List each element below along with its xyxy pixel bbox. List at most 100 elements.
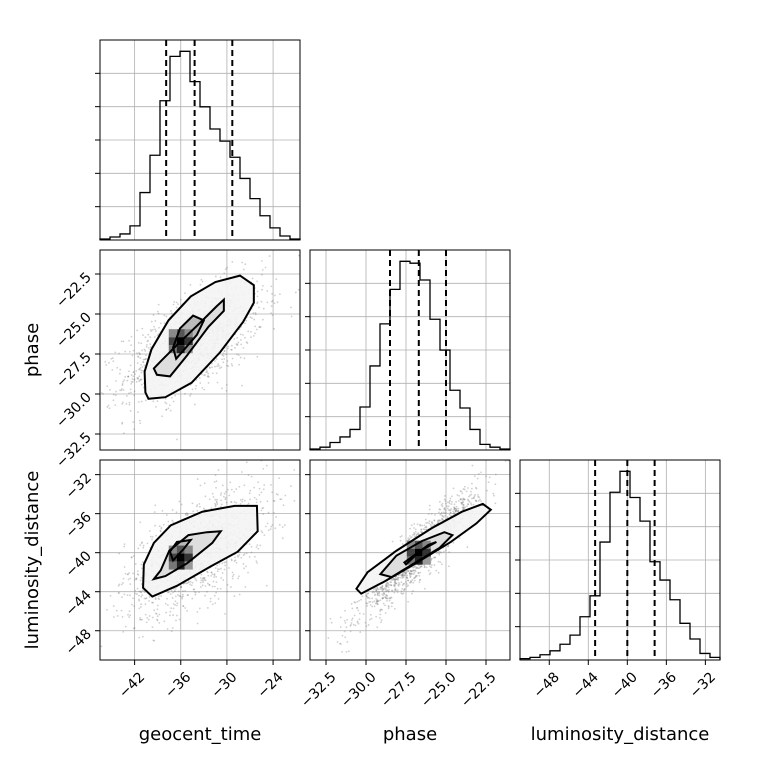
sample-point: [369, 604, 372, 606]
sample-point: [114, 351, 117, 354]
sample-point: [254, 313, 257, 316]
sample-point: [121, 401, 124, 404]
sample-point: [470, 504, 473, 506]
sample-point: [386, 590, 388, 592]
sample-point: [156, 334, 159, 337]
sample-point: [100, 392, 103, 394]
sample-point: [385, 582, 388, 585]
sample-point: [153, 639, 156, 642]
sample-point: [418, 581, 421, 584]
sample-point: [345, 650, 348, 653]
sample-point: [131, 381, 134, 383]
sample-point: [124, 572, 127, 575]
sample-point: [453, 507, 456, 510]
sample-point: [138, 367, 141, 370]
sample-point: [153, 336, 156, 338]
sample-point: [408, 572, 411, 574]
sample-point: [448, 500, 451, 503]
sample-point: [260, 260, 263, 262]
sample-point: [470, 487, 473, 490]
x-tick-label-luminosity_distance: −36: [648, 669, 680, 701]
sample-point: [206, 370, 209, 373]
sample-point: [375, 601, 378, 604]
sample-point: [236, 353, 238, 356]
sample-point: [166, 604, 169, 606]
sample-point: [364, 621, 367, 624]
sample-point: [139, 422, 142, 425]
sample-point: [141, 349, 143, 352]
sample-point: [217, 363, 220, 365]
sample-point: [109, 594, 112, 597]
sample-point: [258, 493, 261, 496]
sample-point: [161, 509, 164, 512]
sample-point: [403, 587, 406, 590]
sample-point: [488, 476, 491, 479]
sample-point: [212, 496, 215, 498]
sample-point: [266, 500, 269, 503]
sample-point: [411, 572, 413, 575]
sample-point: [426, 521, 429, 524]
sample-point: [461, 492, 464, 495]
sample-point: [382, 597, 384, 600]
sample-point: [380, 621, 382, 624]
sample-point: [128, 403, 131, 406]
sample-point: [227, 345, 230, 348]
sample-point: [193, 588, 196, 591]
sample-point: [400, 590, 403, 593]
sample-point: [235, 343, 238, 345]
sample-point: [440, 512, 443, 515]
sample-point: [358, 612, 361, 615]
sample-point: [239, 339, 242, 341]
sample-point: [268, 255, 271, 257]
sample-point: [206, 375, 209, 378]
sample-point: [90, 614, 92, 616]
sample-point: [373, 605, 376, 608]
sample-point: [138, 618, 141, 621]
sample-point: [356, 606, 359, 609]
sample-point: [473, 497, 475, 499]
y-tick-label-phase: −27.5: [53, 350, 95, 392]
sample-point: [461, 501, 464, 504]
sample-point: [395, 589, 397, 592]
sample-point: [206, 571, 209, 574]
sample-point: [378, 592, 381, 595]
sample-point: [231, 571, 234, 574]
sample-point: [203, 482, 206, 485]
sample-point: [377, 591, 380, 593]
sample-point: [385, 597, 388, 600]
sample-point: [380, 608, 383, 611]
sample-point: [446, 501, 449, 504]
sample-point: [353, 614, 356, 617]
sample-point: [449, 511, 452, 514]
sample-point: [428, 504, 431, 507]
sample-point: [396, 589, 399, 592]
sample-point: [136, 355, 139, 358]
sample-point: [137, 342, 140, 344]
sample-point: [394, 576, 397, 578]
sample-point: [250, 336, 252, 339]
sample-point: [401, 576, 403, 579]
sample-point: [204, 579, 207, 582]
sample-point: [141, 365, 144, 368]
sample-point: [369, 618, 371, 621]
sample-point: [151, 616, 154, 619]
sample-point: [170, 312, 173, 315]
sample-point: [430, 513, 433, 515]
sample-point: [293, 468, 296, 471]
sample-point: [235, 501, 238, 504]
sample-point: [195, 505, 198, 508]
sample-point: [122, 389, 125, 391]
sample-point: [174, 394, 177, 397]
sample-point: [236, 344, 239, 347]
sample-point: [243, 567, 245, 570]
panel-plot-area: [310, 460, 510, 660]
sample-point: [129, 409, 132, 412]
sample-point: [462, 501, 465, 503]
sample-point: [261, 268, 264, 271]
sample-point: [412, 573, 415, 576]
sample-point: [393, 585, 396, 588]
sample-point: [130, 556, 133, 559]
density-cell: [176, 329, 185, 338]
sample-point: [194, 578, 197, 580]
sample-point: [145, 344, 148, 346]
